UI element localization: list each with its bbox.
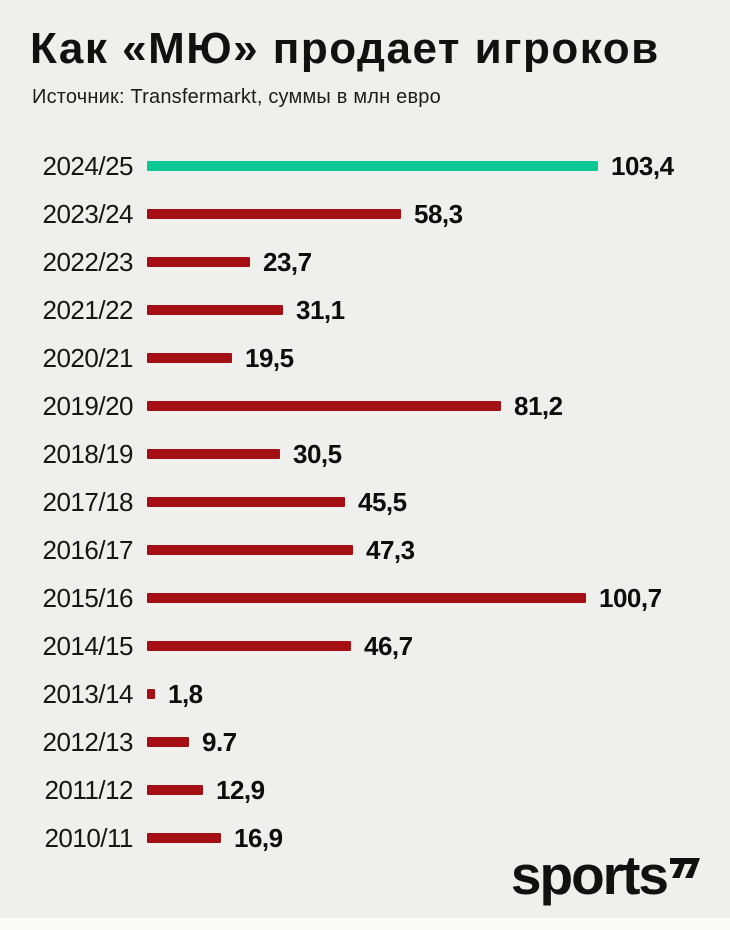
bar-segment [147, 593, 586, 603]
chart-source: Источник: Transfermarkt, суммы в млн евр… [32, 86, 441, 108]
chart-row: 2024/25 103,4 [30, 142, 700, 190]
chart-row: 2015/16 100,7 [30, 574, 700, 622]
bar-highlighted [147, 161, 598, 171]
bar-segment [147, 449, 280, 459]
chart-row: 2018/19 30,5 [30, 430, 700, 478]
bar-segment [147, 737, 189, 747]
value-label: 16,9 [234, 822, 283, 853]
season-label: 2012/13 [42, 726, 134, 757]
sports-logo: sports [511, 848, 700, 903]
season-label: 2010/11 [44, 822, 133, 853]
chart-row: 2013/14 1,8 [30, 670, 700, 718]
chart-row: 2010/11 16,9 [30, 814, 700, 862]
value-label: 47,3 [366, 534, 415, 565]
chart-row: 2020/21 19,5 [30, 334, 700, 382]
chart-row: 2022/23 23,7 [30, 238, 700, 286]
value-label: 12,9 [216, 774, 265, 805]
value-label: 58,3 [414, 198, 463, 229]
season-label: 2017/18 [42, 486, 134, 517]
value-label: 100,7 [599, 582, 662, 613]
bar-segment [147, 545, 353, 555]
value-label: 45,5 [358, 486, 407, 517]
season-label: 2013/14 [42, 678, 134, 709]
value-label: 19,5 [245, 342, 294, 373]
season-label: 2015/16 [42, 582, 134, 613]
season-label: 2011/12 [44, 774, 133, 805]
bar-segment [147, 689, 155, 699]
chart-row: 2014/15 46,7 [30, 622, 700, 670]
value-label: 31,1 [296, 294, 345, 325]
bar-segment [147, 497, 345, 507]
value-label: 1,8 [168, 678, 203, 709]
season-label: 2018/19 [42, 438, 134, 469]
chart-row: 2023/24 58,3 [30, 190, 700, 238]
chart-row: 2019/20 81,2 [30, 382, 700, 430]
chart-row: 2016/17 47,3 [30, 526, 700, 574]
bar-chart: 2024/25 103,4 2023/24 58,3 2022/23 23,7 2021/2… [30, 142, 700, 862]
value-label: 103,4 [611, 150, 674, 181]
season-label: 2021/22 [42, 294, 134, 325]
season-label: 2020/21 [42, 342, 134, 373]
chart-row: 2017/18 45,5 [30, 478, 700, 526]
bar-segment [147, 641, 351, 651]
bar-segment [147, 305, 283, 315]
value-label: 46,7 [364, 630, 413, 661]
bar-segment [147, 209, 401, 219]
value-label: 81,2 [514, 390, 563, 421]
bar-segment [147, 257, 250, 267]
sports-logo-text: sports [510, 844, 669, 906]
footer-strip [0, 918, 730, 930]
season-label: 2022/23 [42, 246, 134, 277]
chart-row: 2012/13 9.7 [30, 718, 700, 766]
chart-row: 2011/12 12,9 [30, 766, 700, 814]
arrow-up-right-icon [670, 858, 700, 883]
bar-segment [147, 833, 221, 843]
value-label: 23,7 [263, 246, 312, 277]
season-label: 2024/25 [42, 150, 134, 181]
chart-row: 2021/22 31,1 [30, 286, 700, 334]
page-title: Как «МЮ» продает игроков [30, 24, 660, 73]
season-label: 2016/17 [42, 534, 134, 565]
bar-segment [147, 353, 232, 363]
bar-segment [147, 401, 501, 411]
value-label: 9.7 [202, 726, 237, 757]
season-label: 2019/20 [42, 390, 134, 421]
season-label: 2023/24 [42, 198, 134, 229]
value-label: 30,5 [293, 438, 342, 469]
season-label: 2014/15 [42, 630, 134, 661]
bar-segment [147, 785, 203, 795]
